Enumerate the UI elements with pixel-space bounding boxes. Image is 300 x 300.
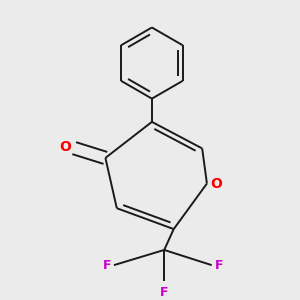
Text: O: O xyxy=(59,140,71,154)
Text: F: F xyxy=(103,259,111,272)
Text: F: F xyxy=(214,259,223,272)
Text: F: F xyxy=(160,286,169,298)
Text: O: O xyxy=(210,176,222,190)
